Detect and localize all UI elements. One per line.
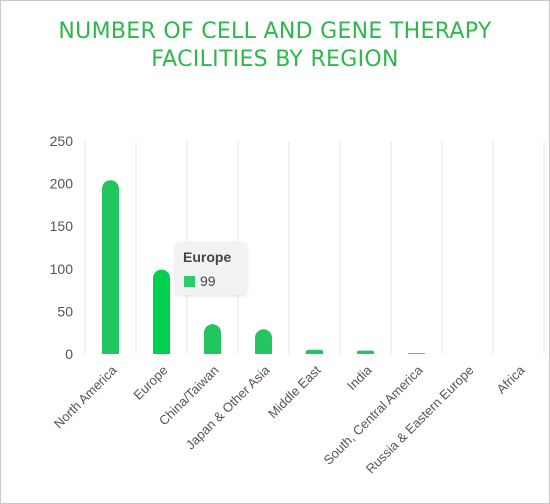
tooltip-swatch — [184, 276, 195, 287]
y-tick-label: 50 — [57, 303, 73, 319]
bar-japan-other-asia — [255, 329, 272, 354]
y-tick-label: 250 — [50, 133, 74, 149]
x-tick-label: Japan & Other Asia — [183, 362, 273, 452]
x-tick-label: Africa — [494, 362, 529, 397]
bar-middle-east — [306, 349, 323, 354]
bar-china-taiwan — [204, 324, 221, 354]
tooltip-value: 99 — [200, 273, 216, 289]
tooltip: Europe 99 — [175, 242, 247, 295]
bar-north-america — [102, 180, 119, 354]
y-tick-label: 100 — [50, 261, 74, 277]
bar-india — [357, 350, 374, 354]
x-tick-label: North America — [51, 362, 120, 431]
x-tick-label: Europe — [130, 363, 170, 403]
y-tick-label: 200 — [50, 176, 74, 192]
bar-south-central-america — [408, 353, 425, 354]
x-tick-label: India — [344, 362, 375, 393]
y-tick-label: 0 — [65, 346, 73, 362]
x-tick-label: Middle East — [265, 362, 324, 421]
x-tick-label: Russia & Eastern Europe — [363, 363, 477, 477]
chart-title-line1: NUMBER OF CELL AND GENE THERAPY — [58, 19, 492, 44]
bars — [102, 180, 425, 354]
tooltip-title: Europe — [183, 249, 232, 265]
bar-europe — [153, 269, 170, 354]
chart-title-line2: FACILITIES BY REGION — [151, 47, 399, 72]
y-tick-label: 150 — [50, 218, 74, 234]
y-axis-ticks: 0 50 100 150 200 250 — [50, 133, 74, 362]
x-tick-label: South, Central America — [320, 362, 426, 468]
